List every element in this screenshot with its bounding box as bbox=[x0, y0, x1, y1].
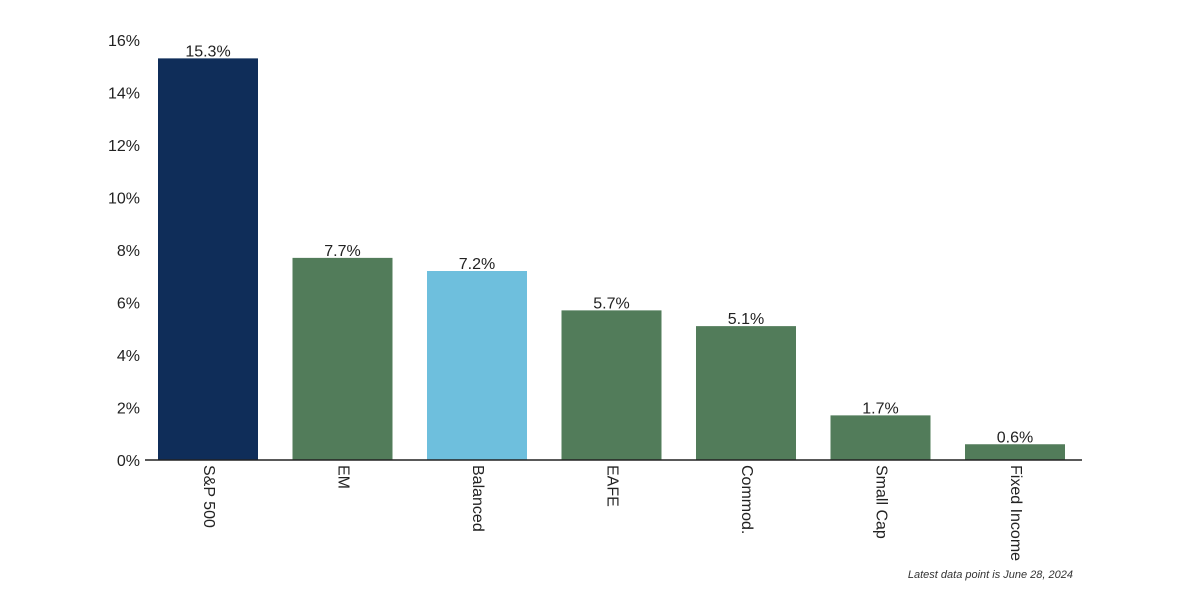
y-tick-label: 6% bbox=[117, 296, 140, 313]
y-tick-label: 10% bbox=[108, 191, 140, 208]
bar bbox=[696, 326, 796, 460]
y-tick-label: 16% bbox=[108, 33, 140, 50]
y-tick-label: 4% bbox=[117, 348, 140, 365]
category-label: Fixed Income bbox=[1007, 465, 1024, 561]
bar bbox=[427, 271, 527, 460]
y-tick-label: 14% bbox=[108, 86, 140, 103]
footnote: Latest data point is June 28, 2024 bbox=[907, 569, 1073, 581]
bar bbox=[292, 257, 393, 460]
y-tick-label: 8% bbox=[117, 243, 140, 260]
data-labels: 15.3% 7.7% 7.2% 5.7% 5.1% 1.7% 0.6% bbox=[185, 43, 1033, 446]
category-label: S&P 500 bbox=[200, 465, 217, 528]
y-tick-label: 12% bbox=[108, 138, 140, 155]
bar bbox=[561, 310, 662, 460]
category-label: EM bbox=[334, 465, 351, 489]
data-label: 7.2% bbox=[459, 256, 495, 273]
data-label: 15.3% bbox=[185, 43, 230, 60]
bars bbox=[158, 58, 1065, 460]
category-labels: S&P 500 EM Balanced EAFE Commod. Small Cap Fix… bbox=[200, 465, 1024, 561]
data-label: 1.7% bbox=[862, 400, 898, 417]
data-label: 7.7% bbox=[324, 243, 360, 260]
category-label: Small Cap bbox=[872, 465, 889, 539]
y-tick-label: 2% bbox=[117, 401, 140, 418]
category-label: Balanced bbox=[469, 465, 486, 532]
bar bbox=[830, 415, 931, 460]
bar bbox=[965, 444, 1065, 460]
data-label: 5.1% bbox=[728, 311, 764, 328]
category-label: EAFE bbox=[603, 465, 620, 507]
bar bbox=[158, 58, 258, 460]
category-label: Commod. bbox=[738, 465, 755, 534]
data-label: 5.7% bbox=[593, 295, 629, 312]
data-label: 0.6% bbox=[997, 429, 1033, 446]
y-axis-tick-labels: 0% 2% 4% 6% 8% 10% 12% 14% 16% bbox=[108, 33, 140, 470]
y-tick-label: 0% bbox=[117, 453, 140, 470]
